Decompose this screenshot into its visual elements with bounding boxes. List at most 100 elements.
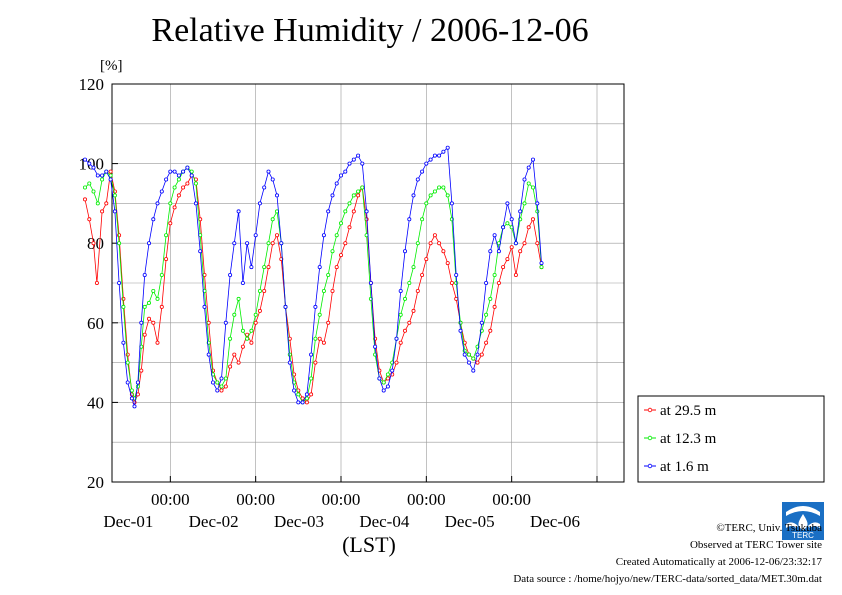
data-point <box>334 265 339 270</box>
series-1 <box>83 165 544 405</box>
data-point <box>492 272 497 277</box>
data-point <box>343 209 348 214</box>
data-point <box>334 181 339 186</box>
data-point <box>347 201 352 206</box>
data-point <box>385 384 390 389</box>
data-point <box>445 145 450 150</box>
data-point <box>253 233 258 238</box>
data-point <box>185 165 190 170</box>
data-point <box>236 360 241 365</box>
data-point <box>95 201 100 206</box>
y-tick-label: 60 <box>87 314 104 333</box>
data-point <box>394 360 399 365</box>
data-point <box>385 376 390 381</box>
data-point <box>522 241 527 246</box>
data-point <box>292 388 297 393</box>
data-point <box>228 272 233 277</box>
data-point <box>347 225 352 230</box>
x-tick-date: Dec-06 <box>530 512 580 531</box>
logo-drop <box>798 514 808 530</box>
data-point <box>236 209 241 214</box>
data-point <box>539 265 544 270</box>
legend-label: at 1.6 m <box>660 459 709 475</box>
data-point <box>232 241 237 246</box>
y-tick-label: 120 <box>79 75 105 94</box>
data-point <box>313 360 318 365</box>
data-point <box>458 320 463 325</box>
data-point <box>240 328 245 333</box>
data-point <box>445 193 450 198</box>
data-point <box>283 304 288 309</box>
footer-source: Data source : /home/hojyo/new/TERC-data/… <box>513 573 822 585</box>
data-point <box>317 312 322 317</box>
data-point <box>513 272 518 277</box>
data-point <box>91 241 96 246</box>
data-point <box>518 209 523 214</box>
data-point <box>139 320 144 325</box>
data-point <box>232 312 237 317</box>
data-point <box>462 352 467 357</box>
data-point <box>146 241 151 246</box>
data-point <box>496 280 501 285</box>
data-point <box>505 201 510 206</box>
data-point <box>424 257 429 262</box>
data-point <box>146 316 151 321</box>
data-point <box>437 185 442 190</box>
data-point <box>484 312 489 317</box>
data-point <box>539 261 544 266</box>
data-point <box>496 249 501 254</box>
data-point <box>531 217 536 222</box>
data-point <box>121 304 126 309</box>
data-point <box>309 392 314 397</box>
data-point <box>343 241 348 246</box>
data-point <box>274 193 279 198</box>
data-point <box>155 201 160 206</box>
data-point <box>535 201 540 206</box>
data-point <box>313 304 318 309</box>
data-point <box>151 320 156 325</box>
data-point <box>526 181 531 186</box>
data-point <box>100 173 105 178</box>
data-point <box>501 265 506 270</box>
data-point <box>240 280 245 285</box>
footer-observed: Observed at TERC Tower site <box>689 539 822 551</box>
data-point <box>522 201 527 206</box>
data-point <box>411 193 416 198</box>
data-point <box>338 221 343 226</box>
data-point <box>206 320 211 325</box>
data-point <box>287 352 292 357</box>
x-tick-time: 00:00 <box>492 490 531 509</box>
x-tick-time: 00:00 <box>151 490 190 509</box>
data-point <box>428 241 433 246</box>
data-point <box>356 189 361 194</box>
data-point <box>535 241 540 246</box>
data-point <box>164 233 169 238</box>
data-point <box>394 336 399 341</box>
data-point <box>385 372 390 377</box>
series-line <box>84 171 542 404</box>
data-point <box>83 197 88 202</box>
data-point <box>531 185 536 190</box>
data-point <box>228 364 233 369</box>
data-point <box>415 177 420 182</box>
x-tick-date: Dec-05 <box>445 512 495 531</box>
data-point <box>262 288 267 293</box>
data-point <box>146 300 151 305</box>
data-point <box>232 352 237 357</box>
data-point <box>518 249 523 254</box>
data-point <box>437 153 442 158</box>
data-point <box>296 392 301 397</box>
data-point <box>356 193 361 198</box>
x-tick-date: Dec-01 <box>103 512 153 531</box>
data-point <box>326 272 331 277</box>
data-point <box>321 233 326 238</box>
data-point <box>351 193 356 198</box>
legend-box <box>637 395 825 483</box>
footer-copyright: ©TERC, Univ. Tsukuba <box>716 522 822 534</box>
data-point <box>215 380 220 385</box>
data-point <box>262 265 267 270</box>
data-point <box>432 233 437 238</box>
data-point <box>351 209 356 214</box>
data-point <box>411 265 416 270</box>
data-point <box>206 352 211 357</box>
